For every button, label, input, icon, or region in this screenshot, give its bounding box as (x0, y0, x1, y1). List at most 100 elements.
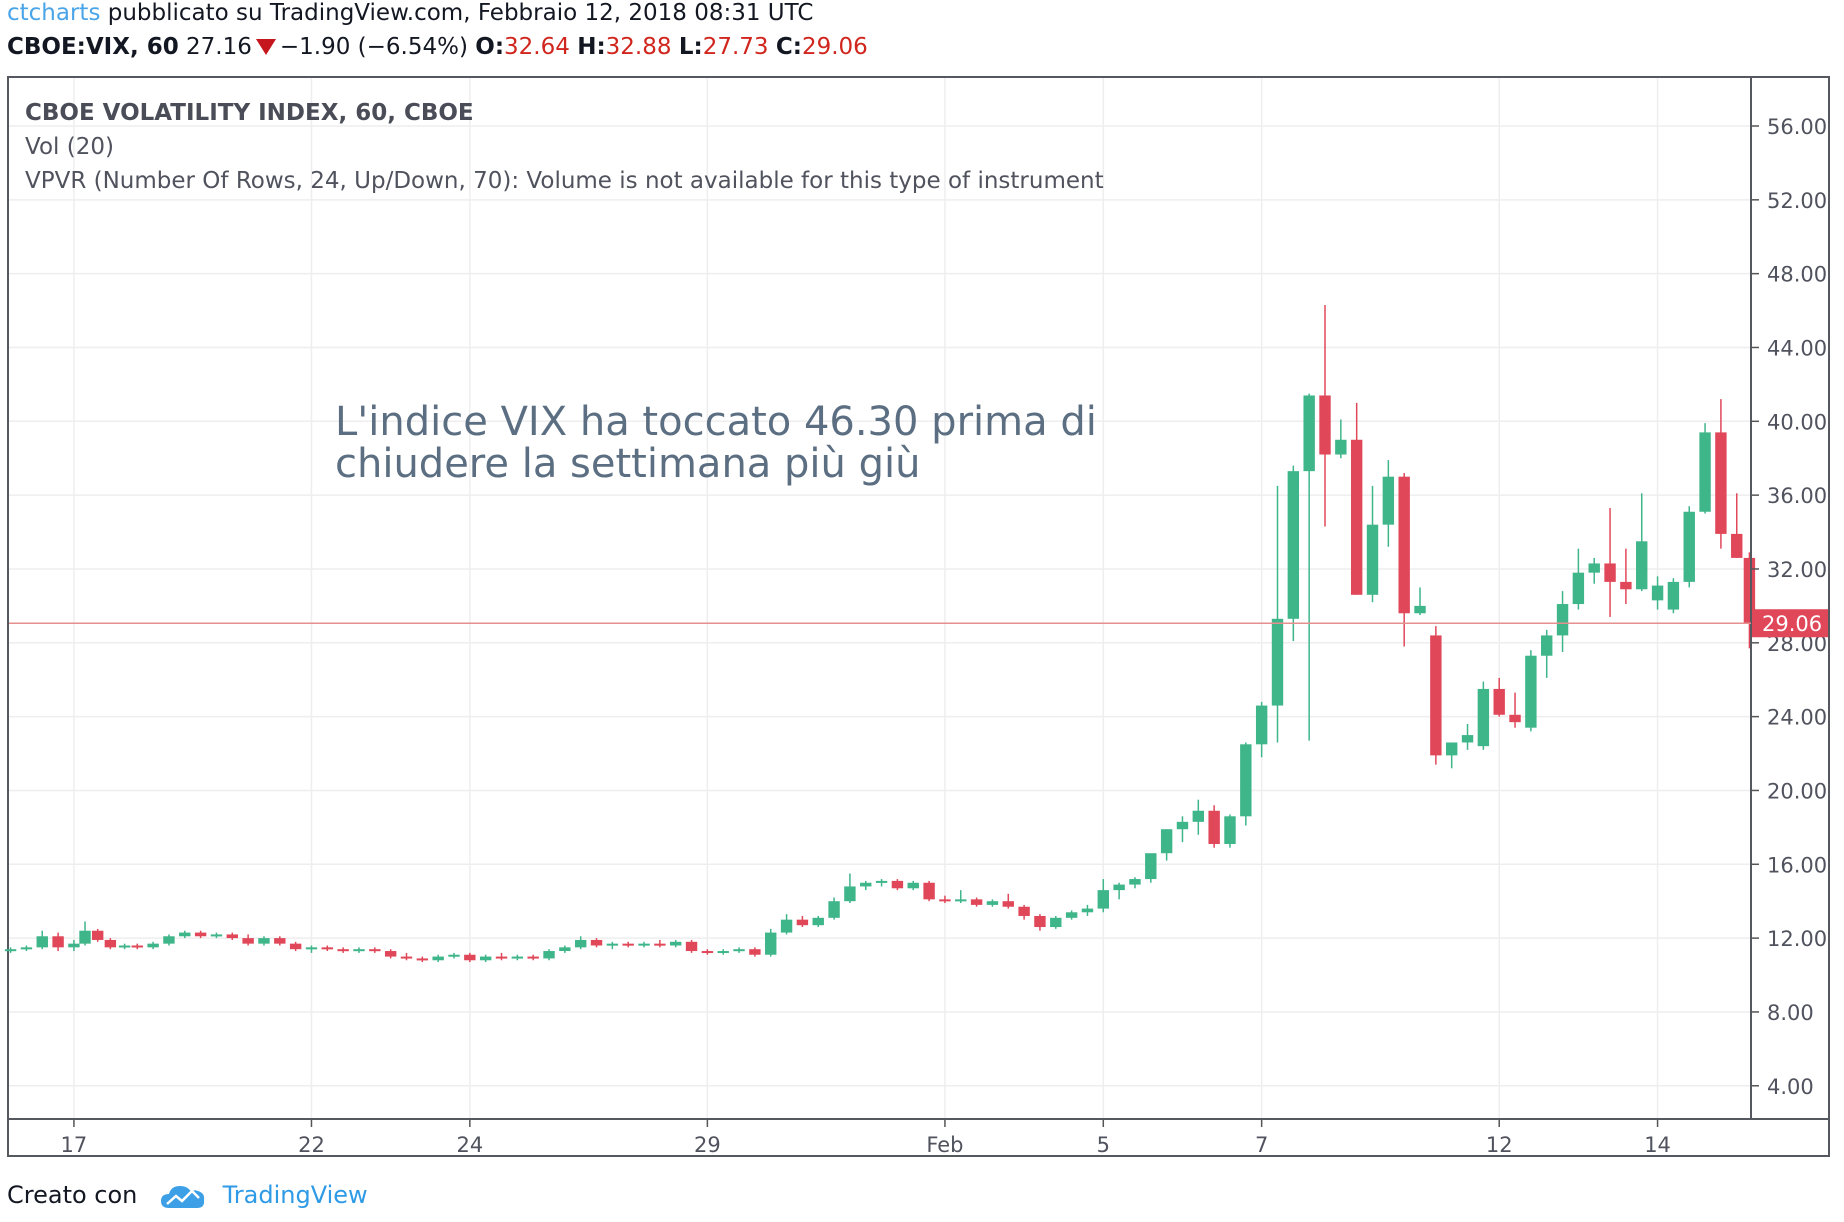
candle-body (118, 945, 131, 948)
last-price-badge-label: 29.06 (1762, 612, 1822, 636)
created-with-label: Creato con (7, 1181, 138, 1209)
quote-line: CBOE:VIX, 60 27.16 −1.90 (−6.54%) O:32.64… (7, 34, 868, 60)
candle-body (147, 943, 159, 948)
candle-body (384, 951, 397, 957)
candle-body (1034, 915, 1046, 928)
annotation-line-1: L'indice VIX ha toccato 46.30 prima di (335, 399, 1097, 445)
author-link[interactable]: ctcharts (7, 0, 101, 26)
legend-volume[interactable]: Vol (20) (25, 134, 114, 160)
candle-body (1208, 810, 1220, 844)
chart-legend: CBOE VOLATILITY INDEX, 60, CBOE Vol (20)… (25, 96, 1104, 198)
candle-body (369, 949, 381, 952)
candle-body (1240, 744, 1252, 817)
candle-body (1743, 557, 1756, 623)
candle-body (1445, 742, 1458, 756)
candle-body (765, 932, 777, 955)
y-tick-label: 16.00 (1767, 853, 1827, 877)
last-price: 27.16 (186, 34, 252, 60)
x-tick-label: 14 (1644, 1133, 1671, 1157)
candle-body (242, 938, 254, 944)
candle-body (1477, 688, 1490, 747)
candle-body (20, 947, 33, 950)
candle-body (986, 901, 999, 905)
x-tick-label: Feb (926, 1133, 963, 1157)
y-tick-label: 56.00 (1767, 115, 1827, 139)
chart-annotation: L'indice VIX ha toccato 46.30 prima di c… (335, 401, 1097, 485)
candle-body (1287, 471, 1300, 619)
candle-body (1350, 439, 1363, 595)
candle-body (1541, 635, 1553, 656)
candle-body (574, 939, 587, 948)
candle-body (1588, 563, 1600, 573)
x-tick-label: 29 (694, 1133, 721, 1157)
price-change: −1.90 (−6.54%) (279, 34, 468, 60)
candle-body (1430, 635, 1442, 756)
candle-body (1667, 581, 1680, 610)
y-tick-label: 48.00 (1767, 263, 1827, 287)
candle-body (79, 930, 91, 944)
candle-body (622, 943, 634, 946)
candle-body (701, 951, 714, 954)
y-tick-label: 24.00 (1767, 706, 1827, 730)
candle-body (1192, 810, 1205, 822)
candle-body (780, 919, 793, 933)
candle-body (1398, 476, 1410, 614)
candle-body (226, 934, 238, 939)
candle-body (891, 880, 904, 889)
candle-body (1303, 395, 1315, 472)
candle-body (1620, 581, 1632, 590)
candle-body (717, 951, 729, 954)
candle-body (1651, 585, 1664, 601)
legend-vpvr[interactable]: VPVR (Number Of Rows, 24, Up/Down, 70): … (25, 168, 1104, 194)
candle-body (749, 949, 761, 955)
candle-body (91, 930, 104, 940)
candle-body (163, 936, 175, 944)
x-tick-label: 5 (1097, 1133, 1110, 1157)
open-label: O: (475, 34, 505, 60)
candle-body (305, 947, 318, 950)
candle-body (907, 882, 919, 889)
candle-body (400, 956, 413, 959)
candle-body (828, 901, 840, 918)
candle-body (1145, 853, 1157, 880)
y-tick-label: 52.00 (1767, 189, 1827, 213)
candle-body (1255, 705, 1268, 745)
candle-body (511, 956, 524, 959)
candle-body (1271, 618, 1284, 706)
candle-body (1636, 541, 1648, 590)
y-tick-label: 12.00 (1767, 927, 1827, 951)
x-tick-label: 7 (1255, 1133, 1268, 1157)
candle-body (527, 956, 539, 959)
candle-body (52, 936, 64, 948)
high-label: H: (577, 34, 606, 60)
candle-body (337, 949, 349, 952)
close-label: C: (775, 34, 802, 60)
candle-body (289, 943, 302, 950)
candle-body (1699, 432, 1711, 512)
grid-lines (9, 78, 1751, 1119)
y-tick-label: 44.00 (1767, 336, 1827, 360)
candle-body (1493, 688, 1505, 715)
candle-body (844, 886, 856, 902)
candle-body (1050, 917, 1062, 928)
candle-body (1097, 890, 1109, 909)
tradingview-brand-link[interactable]: TradingView (222, 1181, 368, 1209)
candle-body (432, 956, 444, 961)
y-tick-label: 20.00 (1767, 779, 1827, 803)
candle-body (970, 899, 983, 905)
candle-body (1715, 432, 1727, 534)
candle-body (559, 947, 571, 952)
candle-body (131, 945, 143, 948)
candle-body (1224, 816, 1236, 844)
publication-line: ctcharts pubblicato su TradingView.com, … (7, 0, 813, 26)
legend-main[interactable]: CBOE VOLATILITY INDEX, 60, CBOE (25, 100, 474, 126)
low-value: 27.73 (702, 34, 769, 60)
candle-body (1160, 829, 1173, 854)
candle-body (638, 943, 650, 946)
candle-body (860, 882, 872, 887)
x-tick-label: 24 (456, 1133, 483, 1157)
candle-body (1319, 395, 1331, 455)
y-tick-label: 36.00 (1767, 484, 1827, 508)
candle-body (1335, 439, 1347, 455)
